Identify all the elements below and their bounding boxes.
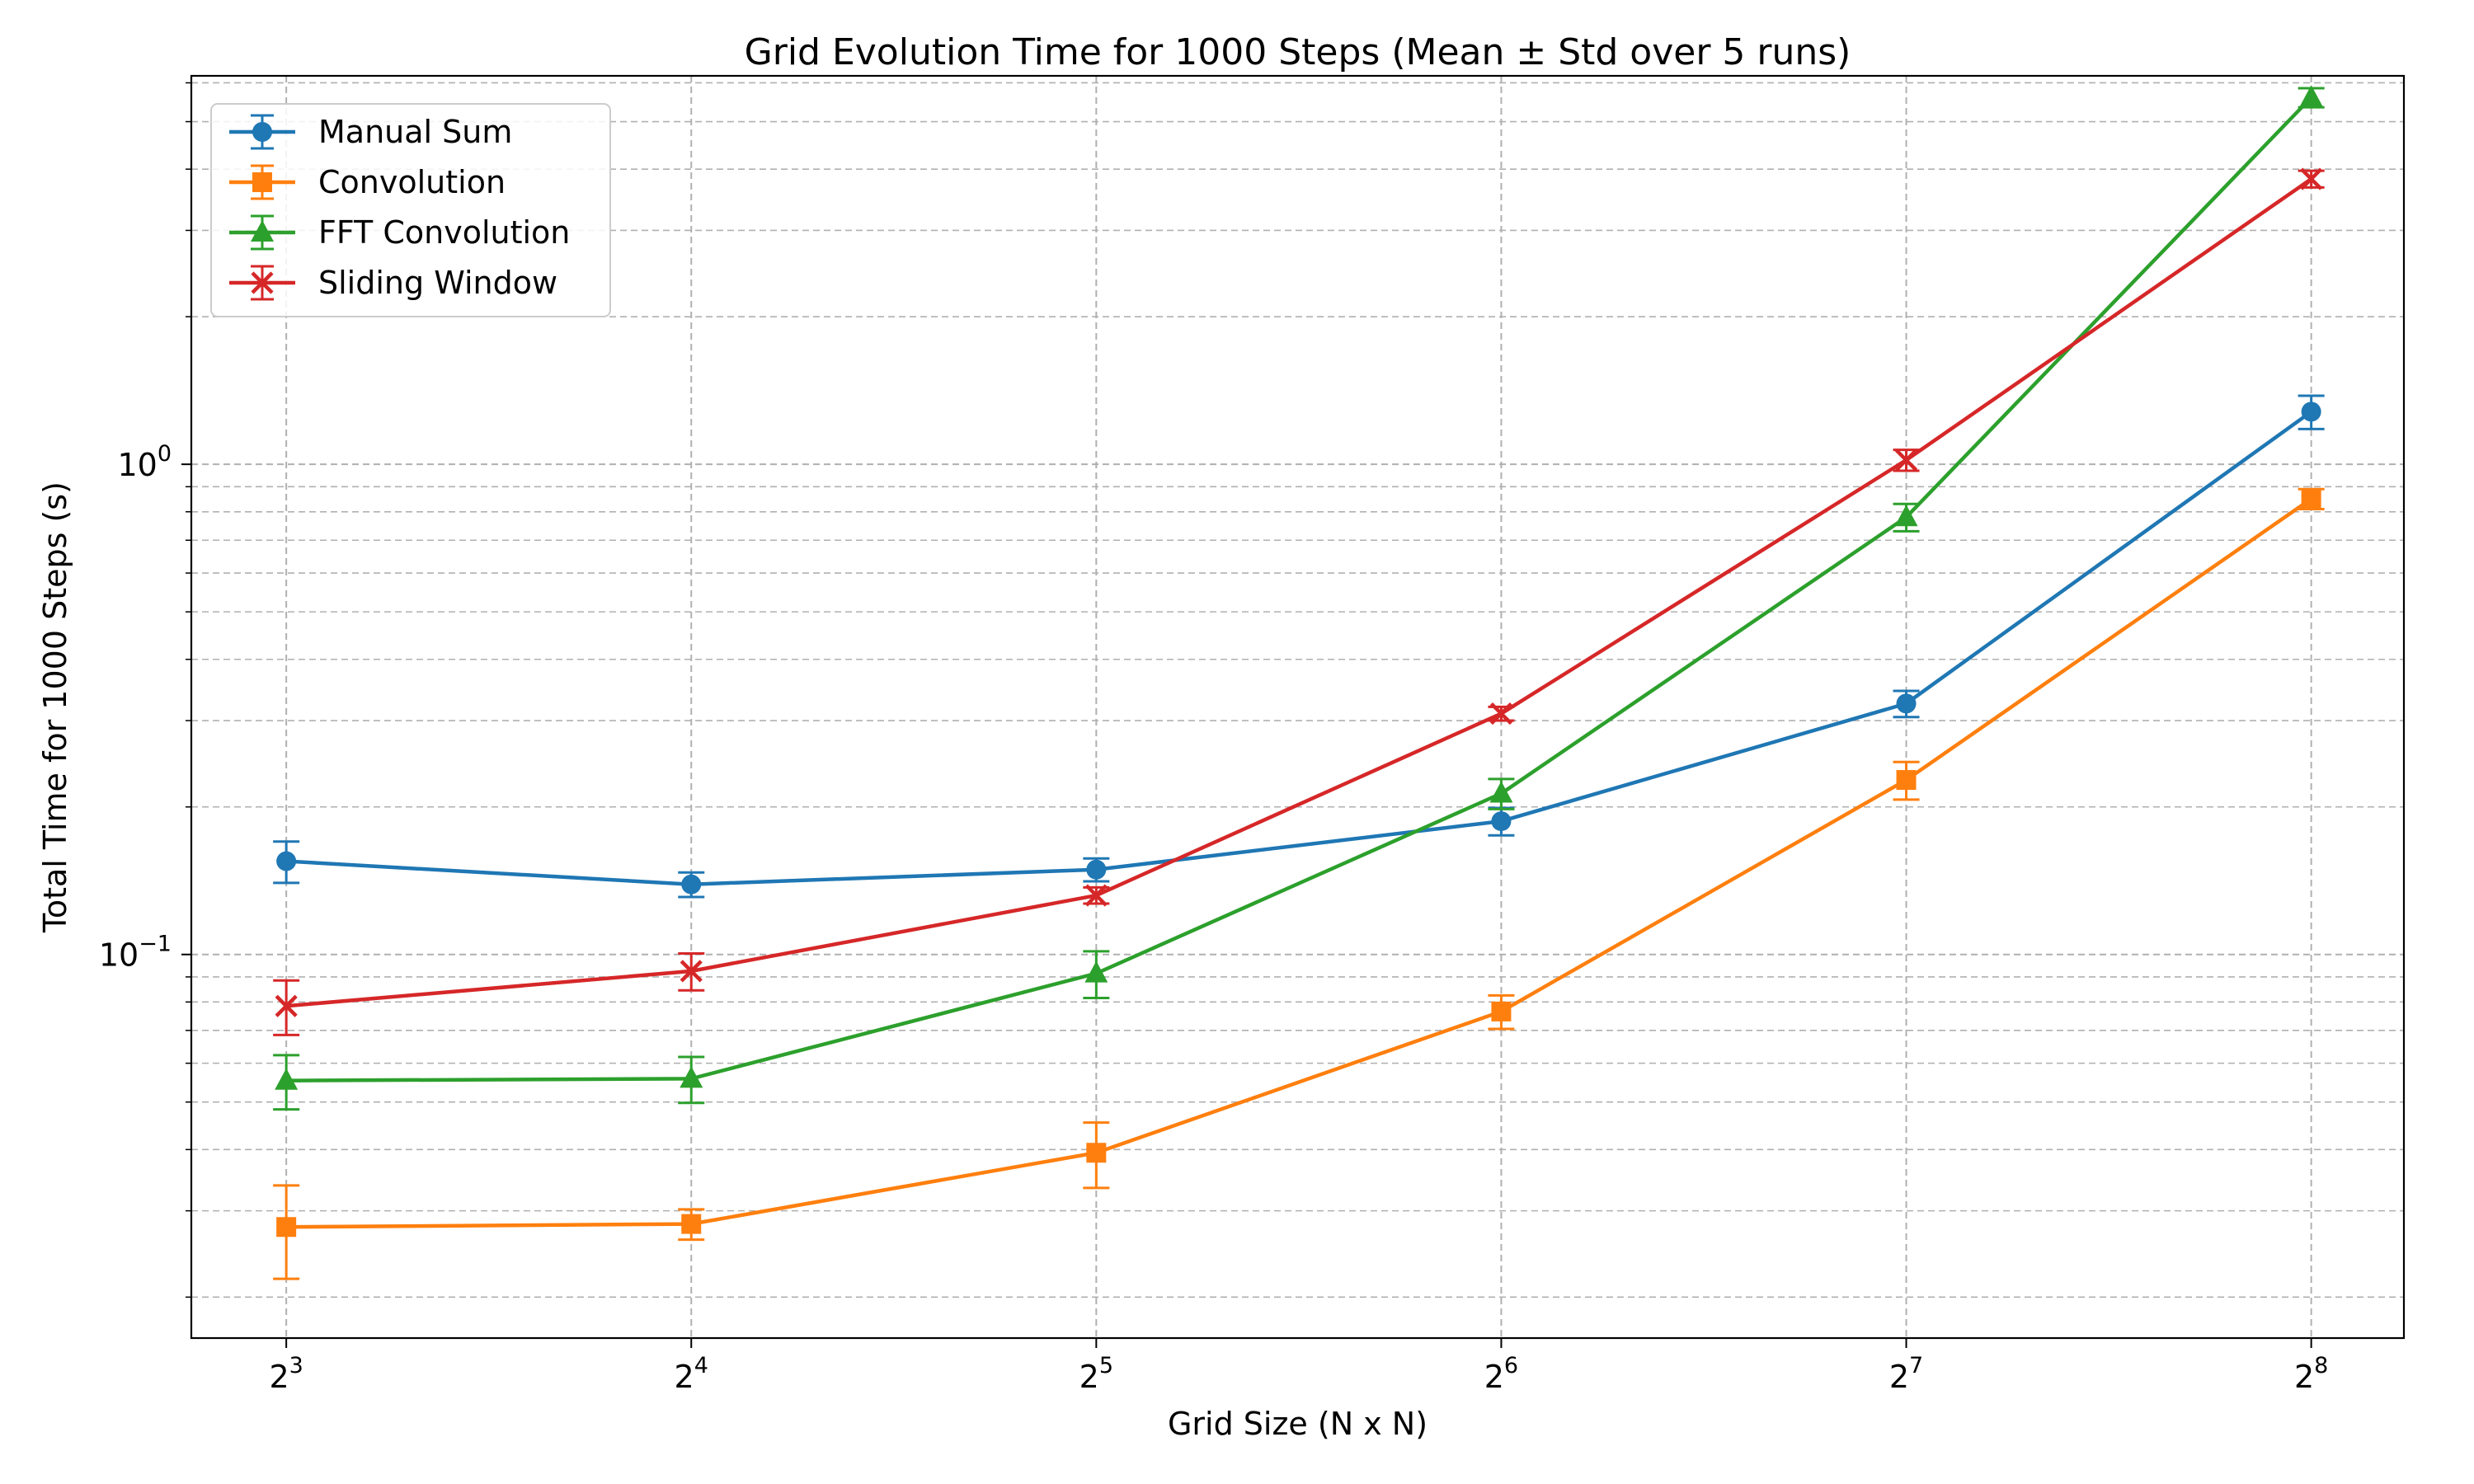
data-point <box>1489 781 1513 803</box>
data-point <box>276 1217 297 1237</box>
x-tick-label: 28 <box>2294 1353 2328 1395</box>
series-fft-convolution <box>273 85 2325 1111</box>
x-tick-base: 2 <box>1889 1359 1909 1395</box>
legend-label: Manual Sum <box>318 114 512 150</box>
series-line <box>286 410 2312 886</box>
x-tick-base: 2 <box>675 1359 694 1395</box>
data-point <box>1896 770 1917 791</box>
data-point <box>1896 693 1917 714</box>
x-tick-exponent: 4 <box>694 1353 708 1378</box>
x-tick-label: 23 <box>269 1353 303 1395</box>
data-point <box>1491 811 1512 832</box>
y-tick-label: 100 <box>117 441 172 483</box>
axes-frame <box>190 74 2406 1340</box>
data-point <box>2301 489 2321 510</box>
data-point <box>1086 859 1107 880</box>
series-line <box>286 96 2313 1082</box>
data-point <box>680 1066 703 1088</box>
y-axis-label: Total Time for 1000 Steps (s) <box>37 481 73 933</box>
x-tick-exponent: 8 <box>2314 1353 2328 1378</box>
x-tick-base: 2 <box>269 1359 289 1395</box>
x-tick-exponent: 3 <box>289 1353 303 1378</box>
legend-entry: Convolution <box>229 164 506 200</box>
chart-title: Grid Evolution Time for 1000 Steps (Mean… <box>745 31 1851 73</box>
data-point <box>2301 402 2321 422</box>
x-tick-label: 24 <box>675 1353 708 1395</box>
x-tick-label: 25 <box>1079 1353 1113 1395</box>
series-manual-sum <box>273 394 2325 899</box>
data-point <box>1084 884 1108 907</box>
series-sliding-window <box>273 167 2325 1036</box>
series-convolution <box>273 487 2325 1280</box>
data-point <box>275 994 298 1017</box>
x-tick-base: 2 <box>1484 1359 1504 1395</box>
legend-box <box>210 103 611 317</box>
legend-marker <box>252 172 272 192</box>
data-point <box>681 874 702 895</box>
legend-marker <box>251 271 274 294</box>
series-line <box>286 497 2312 1229</box>
legend-label: Convolution <box>318 164 506 200</box>
legend-marker <box>251 220 274 242</box>
x-tick-label: 27 <box>1889 1353 1923 1395</box>
data-point <box>681 1214 702 1234</box>
data-point <box>1489 702 1513 726</box>
data-point <box>1084 960 1108 983</box>
y-tick-base: 10 <box>99 937 139 974</box>
data-point <box>1894 448 1918 472</box>
series-layer <box>273 85 2325 1280</box>
x-tick-label: 26 <box>1484 1353 1518 1395</box>
y-tick-base: 10 <box>117 447 157 483</box>
legend: Manual Sum Convolution FFT Convolution Slid… <box>210 103 611 317</box>
legend-marker <box>252 122 272 142</box>
x-tick-base: 2 <box>2294 1359 2314 1395</box>
x-axis-label: Grid Size (N x N) <box>1168 1406 1427 1442</box>
data-point <box>680 960 703 983</box>
legend-entry: Manual Sum <box>229 114 512 150</box>
data-point <box>2300 167 2323 190</box>
legend-entry: Sliding Window <box>229 265 557 301</box>
legend-label: FFT Convolution <box>318 214 570 251</box>
x-tick-exponent: 6 <box>1504 1353 1518 1378</box>
legend-label: Sliding Window <box>318 265 557 301</box>
data-point <box>1491 1001 1512 1021</box>
y-tick-exponent: 0 <box>158 441 172 467</box>
data-point <box>276 851 297 871</box>
data-point <box>1894 505 1918 527</box>
x-tick-base: 2 <box>1079 1359 1099 1395</box>
data-point <box>2299 85 2323 107</box>
x-tick-exponent: 7 <box>1909 1353 1923 1378</box>
legend-entry: FFT Convolution <box>229 214 570 251</box>
x-tick-exponent: 5 <box>1099 1353 1113 1378</box>
y-tick-label: 10−1 <box>99 932 172 974</box>
data-point <box>275 1068 299 1090</box>
grid-lines <box>191 76 2404 1338</box>
data-point <box>1086 1143 1107 1163</box>
y-tick-exponent: −1 <box>139 932 172 957</box>
series-line <box>285 177 2312 1008</box>
